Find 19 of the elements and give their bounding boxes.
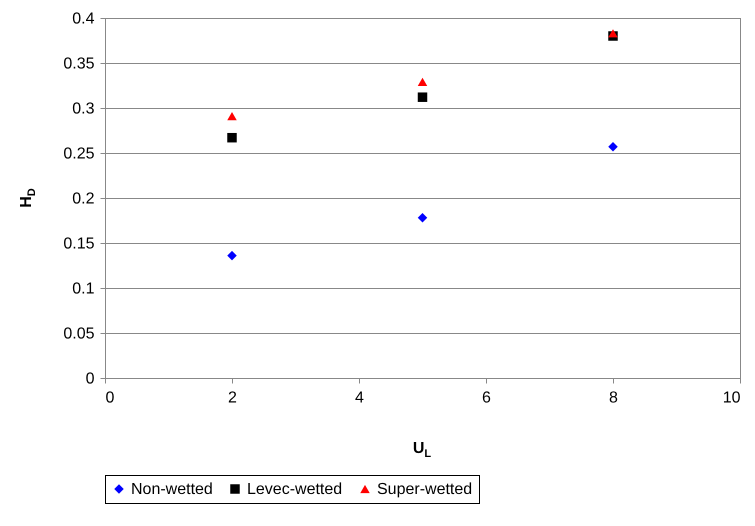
x-tick-label: 4 <box>355 390 364 406</box>
y-tick-label: 0.15 <box>63 236 95 252</box>
x-tick-label: 2 <box>228 390 238 406</box>
y-tick-label: 0.05 <box>63 326 95 342</box>
y-tick-label: 0.1 <box>72 280 95 298</box>
x-tick-label: 8 <box>609 390 618 406</box>
legend-label: Levec-wetted <box>247 481 342 498</box>
legend-label: Super-wetted <box>377 481 472 498</box>
y-tick-label: 0.2 <box>72 190 95 208</box>
y-tick-label: 0.35 <box>63 56 95 72</box>
y-tick-label: 0 <box>86 370 95 388</box>
y-tick-label: 0.25 <box>63 146 95 162</box>
x-tick-label: 0 <box>106 390 114 406</box>
y-tick-label: 0.4 <box>72 10 95 28</box>
x-tick-label: 6 <box>482 390 492 406</box>
x-tick-label: 10 <box>722 390 741 406</box>
legend-label: Non-wetted <box>131 481 213 498</box>
y-tick-label: 0.3 <box>72 100 95 118</box>
x-axis-title: U$_{L}$ <box>412 440 432 460</box>
